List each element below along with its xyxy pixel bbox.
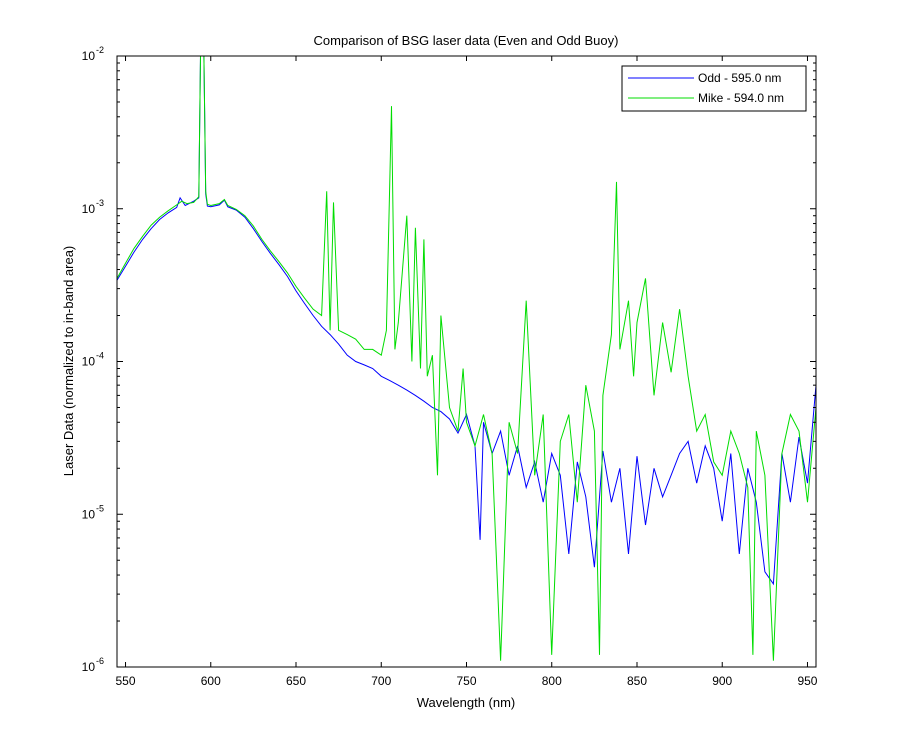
- x-axis-ticks: 550 600 650 700 750 800 850 900 950: [116, 56, 818, 688]
- y-tick-exponent: -2: [96, 45, 104, 55]
- chart-title: Comparison of BSG laser data (Even and O…: [314, 33, 619, 48]
- y-axis-label: Laser Data (normalized to in-band area): [61, 246, 76, 477]
- x-tick-label: 700: [371, 674, 391, 688]
- y-tick-label: 10: [82, 202, 96, 216]
- x-tick-label: 550: [116, 674, 136, 688]
- x-tick-label: 950: [797, 674, 817, 688]
- y-tick-exponent: -3: [96, 198, 104, 208]
- x-axis-label: Wavelength (nm): [417, 695, 516, 710]
- y-tick-label: 10: [82, 49, 96, 63]
- legend: Odd - 595.0 nm Mike - 594.0 nm: [621, 65, 807, 112]
- legend-label-odd: Odd - 595.0 nm: [698, 71, 781, 85]
- x-tick-label: 900: [712, 674, 732, 688]
- y-tick-exponent: -6: [96, 656, 104, 666]
- legend-box: [621, 65, 807, 112]
- legend-label-mike: Mike - 594.0 nm: [698, 91, 784, 105]
- y-tick-exponent: -5: [96, 503, 104, 513]
- plot-frame: [116, 55, 817, 668]
- x-tick-label: 600: [201, 674, 221, 688]
- x-tick-label: 850: [627, 674, 647, 688]
- series-line-1: [117, 56, 816, 661]
- x-tick-label: 650: [286, 674, 306, 688]
- y-tick-label: 10: [82, 507, 96, 521]
- x-tick-label: 800: [542, 674, 562, 688]
- series-layer: [117, 56, 816, 661]
- plot-area: [117, 56, 816, 667]
- y-tick-exponent: -4: [96, 351, 104, 361]
- x-tick-label: 750: [456, 674, 476, 688]
- y-tick-label: 10: [82, 660, 96, 674]
- y-tick-label: 10: [82, 355, 96, 369]
